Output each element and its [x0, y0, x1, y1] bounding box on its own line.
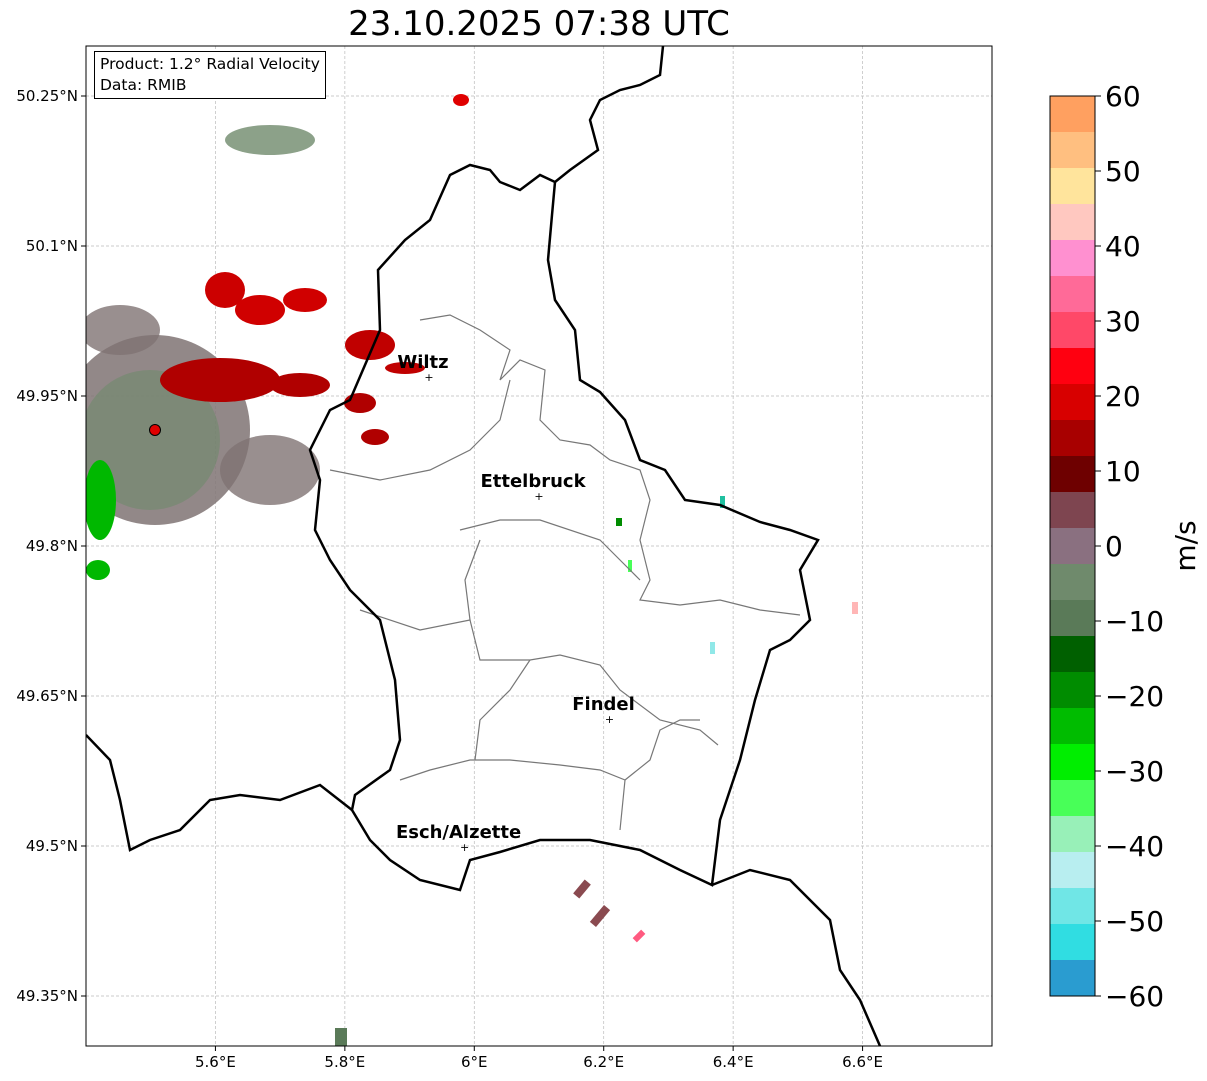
radar-echoes	[86, 94, 858, 1046]
radar-site-marker	[149, 424, 161, 436]
colorbar-tick-label: 50	[1105, 155, 1141, 188]
colorbar-band	[1050, 528, 1095, 565]
y-tick-label: 49.8°N	[26, 537, 78, 555]
colorbar-tick-label: −60	[1105, 980, 1164, 1013]
city-label: Findel	[572, 694, 635, 715]
colorbar-band	[1050, 600, 1095, 637]
colorbar-band	[1050, 312, 1095, 349]
colorbar-band	[1050, 420, 1095, 457]
colorbar-band	[1050, 96, 1095, 133]
colorbar-tick-label: −40	[1105, 830, 1164, 863]
canton-borders	[419, 314, 801, 616]
city-marker-icon: +	[460, 841, 469, 854]
x-tick-label: 5.6°E	[195, 1053, 236, 1071]
colorbar-band	[1050, 168, 1095, 205]
x-tick-label: 6.4°E	[713, 1053, 754, 1071]
info-box: Product: 1.2° Radial Velocity Data: RMIB	[94, 51, 326, 99]
colorbar-band	[1050, 924, 1095, 961]
colorbar-tick-label: 30	[1105, 305, 1141, 338]
colorbar-tick-label: 60	[1105, 80, 1141, 113]
colorbar: 60 50 40 30 20 10 0 −10 −20 −30 −40 −50 −60	[1049, 80, 1164, 1013]
product-label: Product: 1.2° Radial Velocity	[100, 55, 320, 73]
colorbar-label: m/s	[1169, 520, 1202, 571]
colorbar-tick-label: 0	[1105, 530, 1123, 563]
city-label: Esch/Alzette	[396, 822, 521, 843]
city-label: Ettelbruck	[480, 471, 586, 492]
x-tick-label: 5.8°E	[324, 1053, 365, 1071]
y-axis-ticks: 50.25°N 50.1°N 49.95°N 49.8°N 49.65°N 49.5°N 4…	[16, 87, 86, 1005]
colorbar-band	[1050, 636, 1095, 673]
colorbar-band	[1050, 888, 1095, 925]
colorbar-band	[1050, 276, 1095, 313]
colorbar-band	[1050, 672, 1095, 709]
x-tick-label: 6°E	[461, 1053, 488, 1071]
city-marker-icon: +	[605, 713, 614, 726]
city-label: Wiltz	[397, 352, 448, 373]
colorbar-band	[1050, 132, 1095, 169]
data-source-label: Data: RMIB	[100, 76, 187, 94]
colorbar-band	[1050, 456, 1095, 493]
colorbar-band	[1050, 816, 1095, 853]
colorbar-tick-label: −50	[1105, 905, 1164, 938]
x-tick-label: 6.6°E	[842, 1053, 883, 1071]
colorbar-band	[1050, 348, 1095, 385]
y-tick-label: 49.95°N	[16, 387, 78, 405]
colorbar-tick-label: −20	[1105, 680, 1164, 713]
colorbar-tick-label: 40	[1105, 230, 1141, 263]
gridlines	[86, 46, 992, 1046]
germany-france-border	[711, 868, 882, 1046]
x-axis-ticks: 5.6°E 5.8°E 6°E 6.2°E 6.4°E 6.6°E	[195, 1046, 883, 1071]
y-tick-label: 49.35°N	[16, 987, 78, 1005]
colorbar-band	[1050, 384, 1095, 421]
y-tick-label: 49.5°N	[26, 837, 78, 855]
colorbar-tick-label: −30	[1105, 755, 1164, 788]
map-title: 23.10.2025 07:38 UTC	[348, 4, 730, 44]
colorbar-band	[1050, 852, 1095, 889]
belgium-france-border	[86, 734, 353, 852]
colorbar-tick-label: −10	[1105, 605, 1164, 638]
colorbar-band	[1050, 708, 1095, 745]
colorbar-band	[1050, 240, 1095, 277]
colorbar-band	[1050, 960, 1095, 997]
city-marker-icon: +	[534, 490, 543, 503]
y-tick-label: 49.65°N	[16, 687, 78, 705]
x-tick-label: 6.2°E	[583, 1053, 624, 1071]
colorbar-band	[1050, 492, 1095, 529]
y-tick-label: 50.25°N	[16, 87, 78, 105]
borders	[86, 46, 882, 1046]
city-marker-icon: +	[424, 371, 433, 384]
germany-border	[554, 46, 665, 183]
y-tick-label: 50.1°N	[26, 237, 78, 255]
colorbar-tick-label: 20	[1105, 380, 1141, 413]
colorbar-band	[1050, 564, 1095, 601]
colorbar-band	[1050, 204, 1095, 241]
city-markers: +Wiltz+Ettelbruck+Findel+Esch/Alzette	[396, 352, 635, 854]
colorbar-tick-label: 10	[1105, 455, 1141, 488]
colorbar-band	[1050, 744, 1095, 781]
colorbar-band	[1050, 780, 1095, 817]
